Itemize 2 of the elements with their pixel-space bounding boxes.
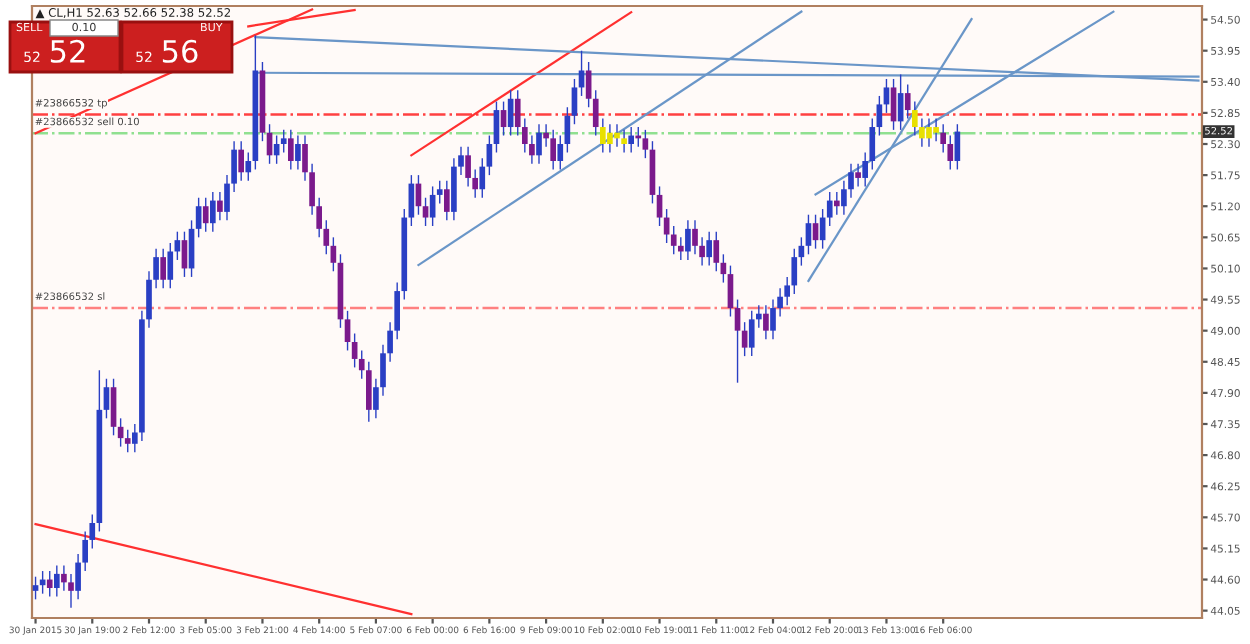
annotation: 56	[162, 39, 198, 63]
annotation: 52	[50, 39, 85, 63]
